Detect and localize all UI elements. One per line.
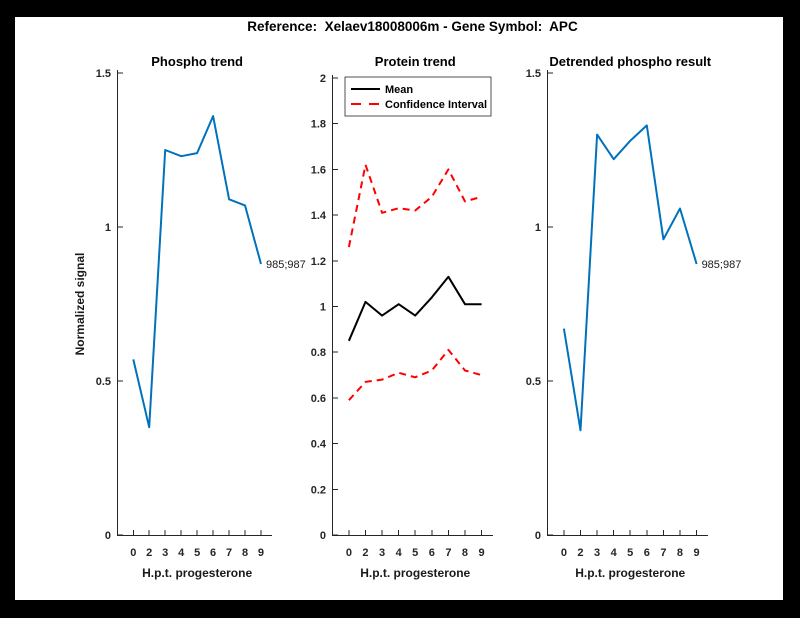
y-tick-label: 1 — [320, 302, 326, 314]
x-axis-label: H.p.t. progesterone — [360, 566, 470, 580]
x-tick-label: 4 — [396, 547, 403, 559]
x-tick-label: 6 — [429, 547, 435, 559]
axes — [332, 75, 493, 536]
y-axis-label: Normalized signal — [73, 253, 87, 356]
chart-title: Detrended phospho result — [549, 54, 711, 69]
series-confidence-interval-lower — [348, 348, 482, 401]
x-tick-label: 0 — [130, 547, 136, 559]
x-tick-label: 2 — [146, 547, 152, 559]
x-tick-label: 2 — [577, 547, 583, 559]
series-detrended-phospho-signal — [562, 124, 698, 432]
axes — [547, 70, 708, 536]
protein-trend-chart: 00.20.40.60.811.21.41.61.820 2 3 4 5 6 7 8 9Prot… — [311, 54, 493, 580]
x-tick-label: 7 — [660, 547, 666, 559]
x-tick-label: 6 — [210, 547, 216, 559]
y-tick-label: 0.5 — [526, 376, 541, 388]
legend-label: Confidence Interval — [385, 99, 487, 111]
x-tick-label: 4 — [611, 547, 618, 559]
x-tick-label: 3 — [379, 547, 385, 559]
legend-box — [344, 76, 492, 117]
y-tick-label: 1.2 — [311, 256, 326, 268]
x-tick-label: 5 — [627, 547, 633, 559]
y-tick-label: 0 — [105, 530, 111, 542]
endpoint-annotation: 985;987 — [266, 259, 306, 271]
y-tick-label: 1.6 — [311, 164, 326, 176]
y-tick-label: 0 — [535, 530, 541, 542]
x-tick-label: 2 — [362, 547, 368, 559]
y-tick-label: 1.8 — [311, 119, 326, 131]
x-tick-label: 9 — [258, 547, 264, 559]
figure-title: Reference: Xelaev18008006m - Gene Symbol… — [247, 19, 578, 34]
y-tick-label: 0 — [320, 530, 326, 542]
x-tick-label: 6 — [644, 547, 650, 559]
axes — [117, 70, 272, 536]
x-tick-label: 9 — [479, 547, 485, 559]
x-tick-label: 9 — [694, 547, 700, 559]
y-tick-label: 2 — [320, 73, 326, 85]
y-tick-label: 1.5 — [526, 68, 541, 80]
x-axis-label: H.p.t. progesterone — [575, 566, 685, 580]
x-tick-label: 7 — [445, 547, 451, 559]
series-confidence-interval-upper — [347, 163, 482, 248]
series-mean — [347, 275, 482, 342]
x-tick-label: 5 — [412, 547, 418, 559]
y-tick-label: 1.5 — [96, 68, 111, 80]
x-tick-label: 0 — [346, 547, 352, 559]
x-tick-label: 0 — [561, 547, 567, 559]
x-tick-label: 8 — [677, 547, 683, 559]
y-tick-label: 0.4 — [311, 439, 327, 451]
y-tick-label: 0.5 — [96, 376, 111, 388]
y-tick-label: 0.8 — [311, 347, 326, 359]
legend: Mean Confidence Interval — [344, 76, 492, 117]
endpoint-annotation: 985;987 — [702, 259, 742, 271]
x-tick-label: 8 — [242, 547, 248, 559]
series-phospho-signal — [132, 115, 262, 429]
x-tick-label: 3 — [162, 547, 168, 559]
y-tick-label: 1 — [105, 222, 111, 234]
chart-title: Protein trend — [375, 54, 456, 69]
x-tick-label: 3 — [594, 547, 600, 559]
chart-title: Phospho trend — [151, 54, 243, 69]
x-tick-label: 5 — [194, 547, 200, 559]
y-tick-label: 1.4 — [311, 210, 327, 222]
x-tick-label: 8 — [462, 547, 468, 559]
x-tick-label: 4 — [178, 547, 185, 559]
y-tick-label: 1 — [535, 222, 541, 234]
x-axis-label: H.p.t. progesterone — [142, 566, 252, 580]
x-tick-label: 7 — [226, 547, 232, 559]
legend-label: Mean — [385, 84, 413, 96]
y-tick-label: 0.6 — [311, 393, 326, 405]
y-tick-label: 0.2 — [311, 484, 326, 496]
